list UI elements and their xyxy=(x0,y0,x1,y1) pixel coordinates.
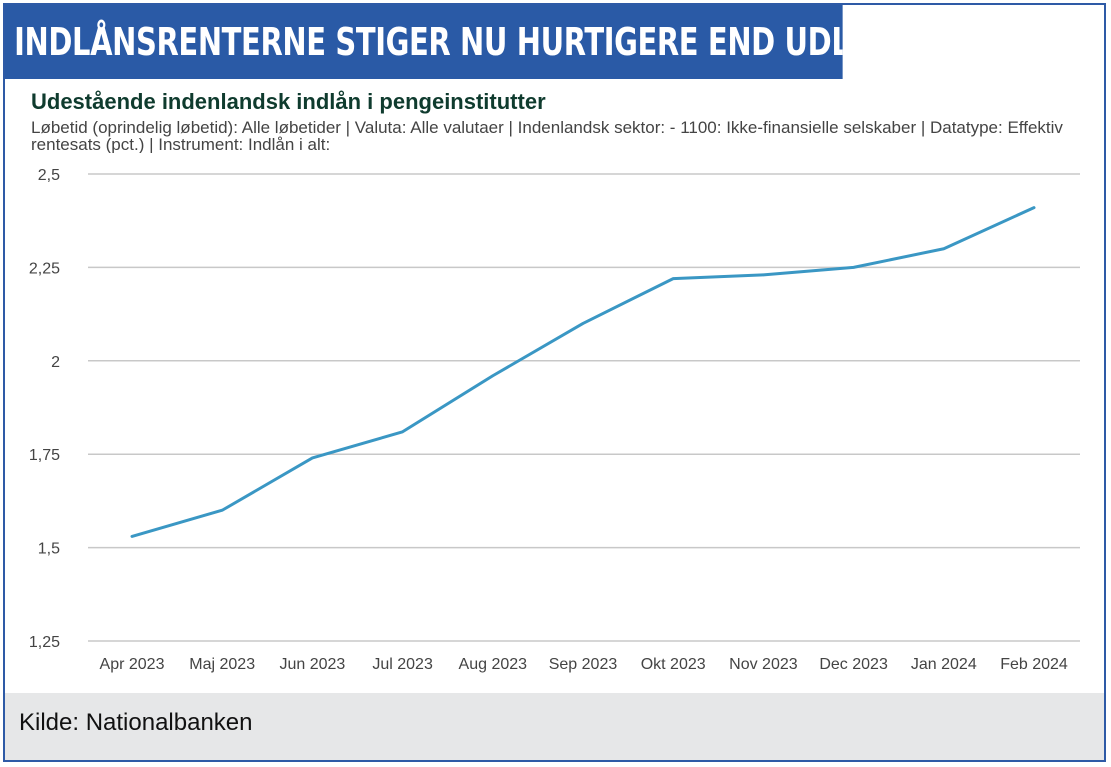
y-tick-label: 1,5 xyxy=(38,541,60,558)
data-point xyxy=(130,535,134,538)
headline-banner: INDLÅNSRENTERNE STIGER NU HURTIGERE END … xyxy=(5,5,843,79)
data-point xyxy=(942,247,945,250)
data-point xyxy=(672,277,675,280)
data-point xyxy=(221,509,224,512)
x-tick-label: Jul 2023 xyxy=(372,656,433,673)
y-tick-label: 2 xyxy=(51,354,60,371)
chart-subtitle: Løbetid (oprindelig løbetid): Alle løbet… xyxy=(31,119,1063,153)
series-line xyxy=(130,206,1036,538)
x-tick-label: Apr 2023 xyxy=(100,656,165,673)
x-tick-label: Jan 2024 xyxy=(911,656,977,673)
x-tick-label: Dec 2023 xyxy=(819,656,888,673)
data-point xyxy=(311,456,314,460)
y-tick-label: 2,5 xyxy=(38,167,60,184)
x-tick-label: Aug 2023 xyxy=(459,656,528,673)
source-text: Kilde: Nationalbanken xyxy=(19,709,253,736)
y-tick-label: 2,25 xyxy=(29,260,60,277)
x-tick-label: Okt 2023 xyxy=(641,656,706,673)
x-tick-label: Maj 2023 xyxy=(189,656,255,673)
chart-title: Udestående indenlandsk indlån i pengeins… xyxy=(31,89,546,114)
data-point xyxy=(852,266,855,269)
y-tick-label: 1,25 xyxy=(29,634,60,651)
data-point xyxy=(762,273,765,277)
data-point xyxy=(491,374,494,377)
infographic-frame: INDLÅNSRENTERNE STIGER NU HURTIGERE END … xyxy=(3,3,1106,762)
x-tick-label: Sep 2023 xyxy=(549,656,618,673)
source-footer: Kilde: Nationalbanken xyxy=(5,693,1104,760)
data-point xyxy=(1032,206,1036,209)
x-tick-label: Nov 2023 xyxy=(729,656,798,673)
x-tick-label: Jun 2023 xyxy=(279,656,345,673)
data-point xyxy=(581,322,585,325)
data-point xyxy=(401,430,404,433)
x-tick-label: Feb 2024 xyxy=(1000,656,1068,673)
y-tick-label: 1,75 xyxy=(29,447,60,464)
